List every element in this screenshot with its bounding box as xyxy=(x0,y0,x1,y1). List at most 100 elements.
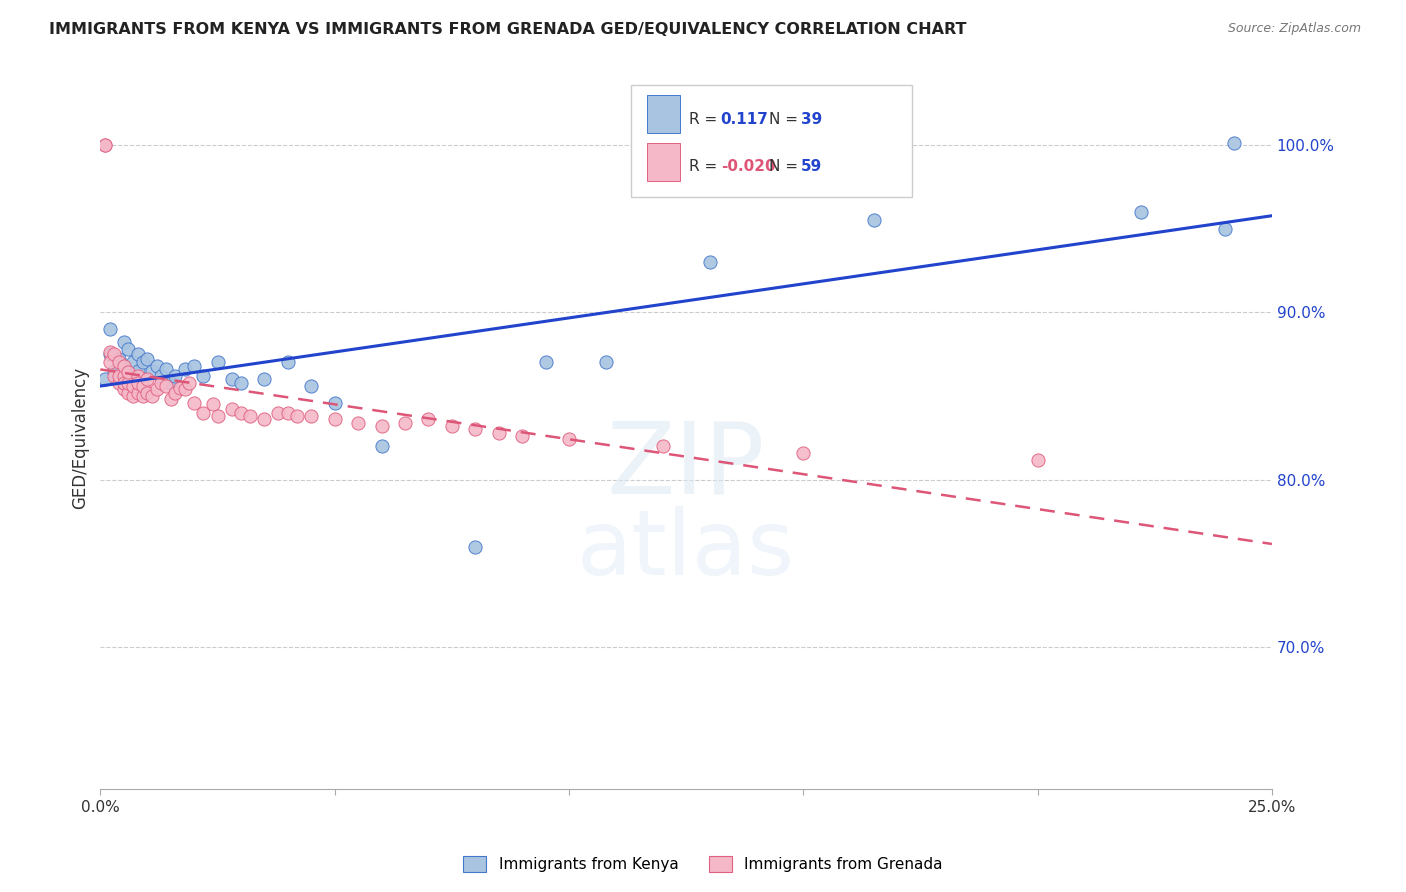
Point xyxy=(122,379,145,393)
Text: ZIP: ZIP xyxy=(607,417,765,515)
Point xyxy=(159,376,181,390)
Point xyxy=(127,385,149,400)
Point xyxy=(183,359,205,373)
FancyBboxPatch shape xyxy=(647,143,681,181)
Point xyxy=(299,379,322,393)
Text: Source: ZipAtlas.com: Source: ZipAtlas.com xyxy=(1227,22,1361,36)
Point xyxy=(103,368,125,383)
Point xyxy=(145,359,167,373)
Point xyxy=(103,364,125,378)
Point xyxy=(94,372,117,386)
Text: N =: N = xyxy=(769,112,803,127)
Point xyxy=(117,366,139,380)
Point xyxy=(558,433,581,447)
Point xyxy=(1026,452,1049,467)
Point xyxy=(323,412,346,426)
Point xyxy=(108,355,131,369)
Point xyxy=(207,355,229,369)
Point xyxy=(112,335,135,350)
Point xyxy=(229,376,252,390)
Point xyxy=(155,362,177,376)
Point xyxy=(253,412,276,426)
Point xyxy=(488,425,510,440)
Point xyxy=(131,389,153,403)
Point xyxy=(510,429,533,443)
Point xyxy=(193,368,215,383)
Point xyxy=(595,355,617,369)
Point xyxy=(370,439,392,453)
Point xyxy=(169,380,191,394)
Text: R =: R = xyxy=(689,112,723,127)
Point xyxy=(108,352,131,367)
Point xyxy=(173,362,195,376)
Point xyxy=(221,372,243,386)
Point xyxy=(117,367,139,381)
Point xyxy=(159,392,181,407)
Point xyxy=(136,352,159,367)
Point xyxy=(173,382,195,396)
Point xyxy=(299,409,322,423)
Point xyxy=(193,406,215,420)
Point xyxy=(201,397,224,411)
Point xyxy=(98,347,121,361)
Point xyxy=(98,345,121,359)
Point xyxy=(112,376,135,390)
Text: -0.020: -0.020 xyxy=(721,160,775,175)
Point xyxy=(285,409,308,423)
Point xyxy=(127,364,149,378)
Point xyxy=(122,389,145,403)
Point xyxy=(155,379,177,393)
Point xyxy=(112,359,135,373)
Legend: Immigrants from Kenya, Immigrants from Grenada: Immigrants from Kenya, Immigrants from G… xyxy=(456,848,950,880)
Point xyxy=(98,355,121,369)
Text: R =: R = xyxy=(689,160,723,175)
Point xyxy=(108,368,131,383)
Point xyxy=(179,376,201,390)
Point xyxy=(347,416,370,430)
Point xyxy=(792,446,814,460)
Point xyxy=(229,406,252,420)
Point xyxy=(464,540,486,554)
Point xyxy=(117,342,139,356)
Point xyxy=(131,379,153,393)
Point xyxy=(141,364,163,378)
Text: IMMIGRANTS FROM KENYA VS IMMIGRANTS FROM GRENADA GED/EQUIVALENCY CORRELATION CHA: IMMIGRANTS FROM KENYA VS IMMIGRANTS FROM… xyxy=(49,22,967,37)
Point xyxy=(277,355,299,369)
Point xyxy=(117,385,139,400)
Text: 0.117: 0.117 xyxy=(721,112,769,127)
Point xyxy=(165,385,187,400)
Text: N =: N = xyxy=(769,160,803,175)
Point xyxy=(150,368,173,383)
FancyBboxPatch shape xyxy=(631,85,911,197)
Point xyxy=(131,355,153,369)
FancyBboxPatch shape xyxy=(647,95,681,133)
Point xyxy=(108,376,131,390)
Point xyxy=(1129,205,1152,219)
Point xyxy=(277,406,299,420)
Point xyxy=(127,376,149,390)
Y-axis label: GED/Equivalency: GED/Equivalency xyxy=(72,367,89,508)
Point xyxy=(112,359,135,373)
Point xyxy=(145,382,167,396)
Point xyxy=(267,406,290,420)
Point xyxy=(464,422,486,436)
Point xyxy=(370,419,392,434)
Point xyxy=(112,368,135,383)
Point xyxy=(127,347,149,361)
Point xyxy=(418,412,440,426)
Point xyxy=(183,395,205,409)
Point xyxy=(141,389,163,403)
Point xyxy=(1213,221,1236,235)
Point xyxy=(112,382,135,396)
Point xyxy=(221,402,243,417)
Text: atlas: atlas xyxy=(576,506,796,594)
Point xyxy=(253,372,276,386)
Point xyxy=(239,409,262,423)
Point xyxy=(1223,136,1246,151)
Point xyxy=(862,213,884,227)
Point xyxy=(165,368,187,383)
Point xyxy=(323,395,346,409)
Point xyxy=(103,347,125,361)
Point xyxy=(117,376,139,390)
Point xyxy=(94,137,117,152)
